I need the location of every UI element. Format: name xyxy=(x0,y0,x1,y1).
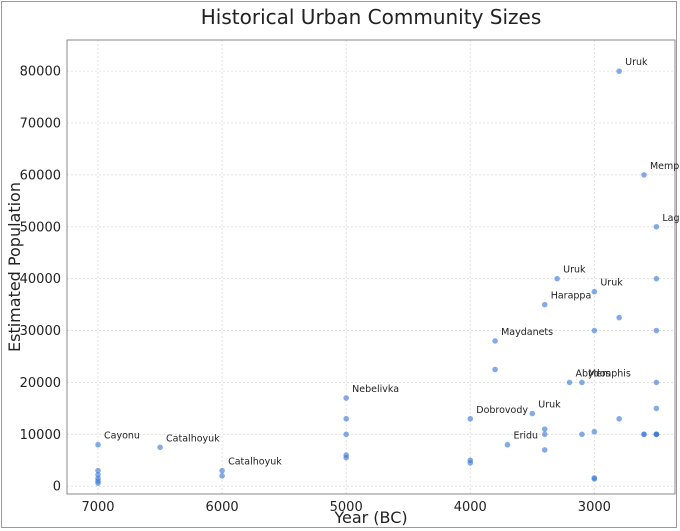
data-point xyxy=(492,338,498,344)
plot-area xyxy=(66,39,676,495)
chart-title: Historical Urban Community Sizes xyxy=(201,5,541,29)
data-point xyxy=(591,476,598,482)
data-point xyxy=(591,288,598,295)
point-label: Uruk xyxy=(600,278,623,289)
y-tick-label: 20000 xyxy=(20,376,61,391)
data-point xyxy=(641,172,647,178)
data-point xyxy=(492,366,498,373)
data-point xyxy=(591,428,598,435)
data-point xyxy=(541,426,548,432)
point-label: Catalhoyuk xyxy=(228,457,282,468)
y-axis-label: Estimated Population xyxy=(5,182,24,352)
point-label: Uruk xyxy=(563,265,586,276)
y-tick-label: 60000 xyxy=(20,168,61,183)
y-tick-label: 30000 xyxy=(20,324,61,339)
point-label: Catalhoyuk xyxy=(166,433,220,444)
data-point xyxy=(95,480,101,486)
grid-lines xyxy=(67,40,675,494)
data-point xyxy=(343,454,349,461)
data-point xyxy=(653,379,660,386)
point-label: Eridu xyxy=(513,431,538,442)
data-point xyxy=(616,415,622,422)
data-point xyxy=(219,473,225,479)
data-point xyxy=(616,314,622,321)
data-point xyxy=(219,467,225,474)
point-label: Uruk xyxy=(625,57,648,68)
point-annotations: Cayonu Catalhoyuk Catalhoyuk Nebelivka Dobro… xyxy=(104,57,680,468)
point-label: Cayonu xyxy=(104,431,140,442)
data-point xyxy=(95,441,101,448)
point-label: Memphis xyxy=(650,161,680,172)
y-tick-label: 70000 xyxy=(20,117,61,132)
data-point xyxy=(343,395,349,401)
point-label: Nebelivka xyxy=(352,384,399,395)
data-point xyxy=(554,275,560,282)
data-point xyxy=(541,301,548,308)
data-point xyxy=(541,447,548,453)
data-point xyxy=(504,441,511,448)
x-tick-label: 4000 xyxy=(454,500,487,515)
y-tick-label: 10000 xyxy=(20,428,61,443)
x-tick-label: 7000 xyxy=(81,500,114,515)
data-point xyxy=(467,460,474,466)
data-point xyxy=(653,327,660,334)
x-axis-label: Year (BC) xyxy=(333,508,407,527)
data-point xyxy=(566,379,573,386)
data-point xyxy=(616,68,622,74)
point-label: Abydos xyxy=(576,368,611,379)
data-point xyxy=(95,467,101,474)
data-point xyxy=(343,415,349,422)
data-point xyxy=(579,431,585,438)
y-tick-label: 80000 xyxy=(20,65,61,80)
data-point xyxy=(653,223,660,230)
axis-ticks: 7000 6000 5000 4000 300001000020000300004000… xyxy=(20,65,611,515)
y-tick-label: 50000 xyxy=(20,220,61,235)
x-tick-label: 6000 xyxy=(206,500,239,515)
point-label: Maydanets xyxy=(501,327,553,338)
data-point xyxy=(653,431,660,438)
x-tick-label: 3000 xyxy=(578,500,611,515)
data-point xyxy=(157,444,163,451)
y-tick-label: 0 xyxy=(53,480,61,495)
data-point xyxy=(343,431,349,438)
point-label: Memphis xyxy=(588,368,631,379)
point-label: Uruk xyxy=(538,400,561,411)
data-point xyxy=(579,379,585,386)
data-point xyxy=(529,410,536,417)
point-label: Dobrovody xyxy=(476,405,528,416)
point-label: Harappa xyxy=(551,291,592,302)
data-point xyxy=(541,431,548,438)
data-point xyxy=(641,431,647,438)
data-point xyxy=(653,405,660,412)
y-tick-label: 40000 xyxy=(20,272,61,287)
data-point xyxy=(653,275,660,282)
data-points xyxy=(95,68,660,486)
data-point xyxy=(591,327,598,334)
data-point xyxy=(467,415,474,422)
x-tick-label: 5000 xyxy=(330,500,363,515)
point-label: Lagash xyxy=(662,213,680,224)
